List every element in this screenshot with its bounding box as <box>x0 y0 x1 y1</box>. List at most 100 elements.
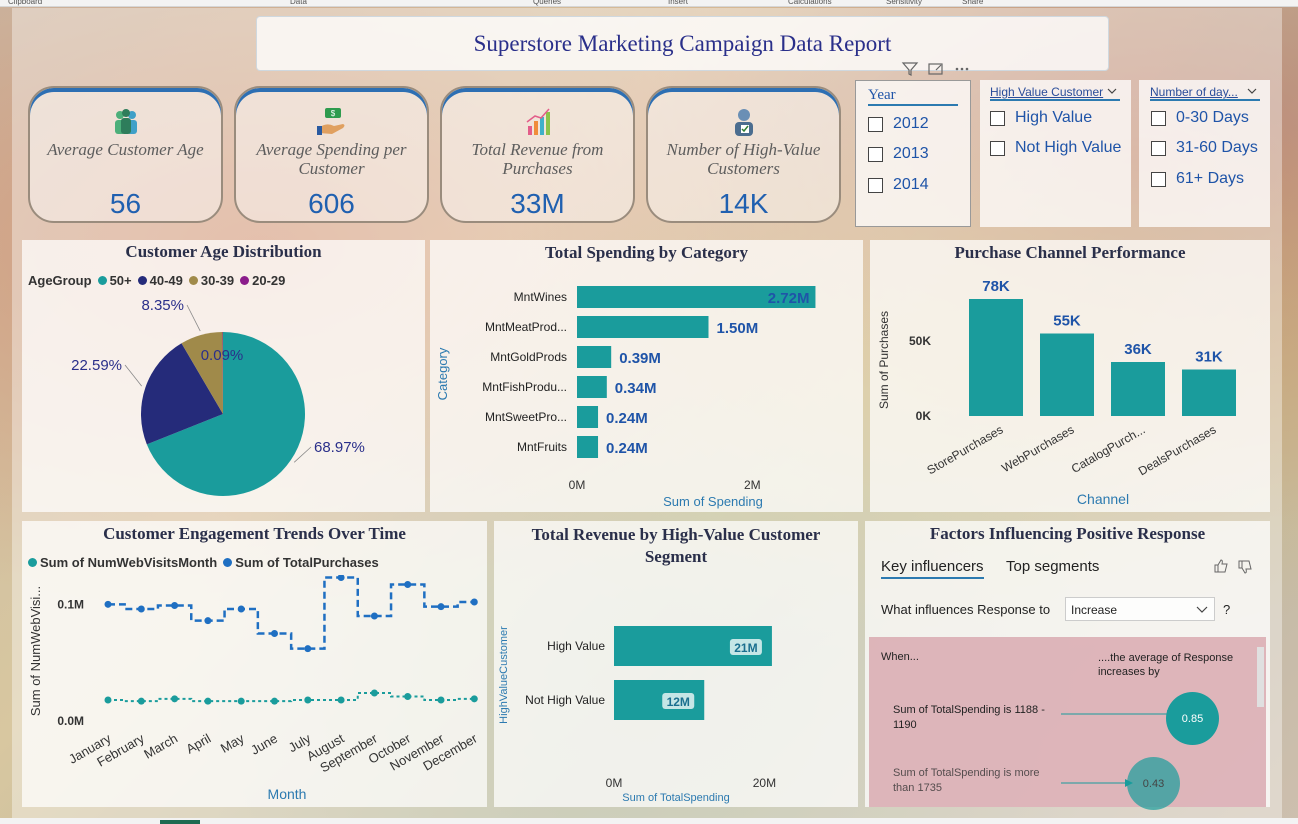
more-options-icon[interactable] <box>953 61 971 77</box>
category-bar[interactable] <box>577 346 612 368</box>
legend-item-total-purchases[interactable]: Sum of TotalPurchases <box>223 555 379 570</box>
data-point[interactable] <box>204 617 212 625</box>
influencer-row-2-value[interactable]: 0.43 <box>1127 757 1180 810</box>
channel-performance-panel[interactable]: Purchase Channel Performance 78K StorePur… <box>870 240 1270 512</box>
ribbon-sensitivity[interactable]: Sensitivity <box>886 0 923 6</box>
category-bar-chart[interactable]: MntWines 2.72M MntMeatProd... 1.50M MntGoldP… <box>430 270 863 510</box>
category-bar[interactable] <box>577 436 599 458</box>
channel-bar[interactable] <box>1111 362 1165 416</box>
data-point[interactable] <box>304 696 312 704</box>
data-point[interactable] <box>370 612 378 620</box>
kpi-card-avg-spending[interactable]: $ Average Spending per Customer 606 <box>234 86 429 223</box>
days-option-61plus[interactable]: 61+ Days <box>1151 170 1244 188</box>
influencer-row-1-text[interactable]: Sum of TotalSpending is 1188 - 1190 <box>893 704 1045 731</box>
high-value-slicer[interactable]: High Value Customer High Value Not High … <box>980 80 1131 227</box>
influencer-row-2-text[interactable]: Sum of TotalSpending is more than 1735 <box>893 767 1040 794</box>
legend-item-40-49[interactable]: 40-49 <box>137 273 183 288</box>
legend-item-web-visits[interactable]: Sum of NumWebVisitsMonth <box>28 555 217 570</box>
data-point[interactable] <box>404 581 412 588</box>
page-tab-indicator[interactable] <box>160 820 200 824</box>
data-point[interactable] <box>237 697 245 705</box>
ribbon-insert[interactable]: Insert <box>668 0 689 6</box>
kpi-card-high-value-customers[interactable]: Number of High-Value Customers 14K <box>646 86 841 223</box>
category-bar[interactable] <box>577 406 599 428</box>
help-icon[interactable]: ? <box>1223 602 1231 617</box>
data-point[interactable] <box>137 605 145 613</box>
checkbox[interactable] <box>1151 140 1166 156</box>
chevron-down-icon[interactable] <box>1247 87 1257 95</box>
legend-item-20-29[interactable]: 20-29 <box>240 273 285 288</box>
data-point[interactable] <box>337 575 345 581</box>
data-point[interactable] <box>437 603 445 611</box>
chevron-down-icon[interactable] <box>1107 87 1117 95</box>
segment-bar-chart[interactable]: High Value 21M Not High Value 12M 0M 20M Sum o… <box>494 567 858 807</box>
checkbox[interactable] <box>868 146 883 162</box>
high-value-option[interactable]: High Value <box>990 109 1092 127</box>
filter-icon[interactable] <box>901 61 919 77</box>
data-point[interactable] <box>304 645 312 653</box>
data-point[interactable] <box>237 605 245 613</box>
kpi-card-total-revenue[interactable]: Total Revenue from Purchases 33M <box>440 86 635 223</box>
age-pie-chart[interactable]: 68.97% 22.59% 8.35% 0.09% <box>22 292 425 517</box>
data-point[interactable] <box>271 630 278 637</box>
days-option-31-60[interactable]: 31-60 Days <box>1151 139 1258 157</box>
ribbon-share[interactable]: Share <box>962 0 984 6</box>
pie-slice[interactable] <box>141 343 223 445</box>
segment-revenue-panel[interactable]: Total Revenue by High-Value Customer Seg… <box>494 521 858 807</box>
data-point[interactable] <box>137 697 145 705</box>
category-bar[interactable] <box>577 316 709 338</box>
key-influencers-panel[interactable]: Factors Influencing Positive Response Ke… <box>865 521 1270 810</box>
ribbon-calculations[interactable]: Calculations <box>788 0 832 6</box>
data-point[interactable] <box>370 689 378 697</box>
tab-key-influencers[interactable]: Key influencers <box>881 558 984 579</box>
pie-slice[interactable] <box>181 332 223 414</box>
year-option-2014[interactable]: 2014 <box>868 176 929 194</box>
legend-item-30-39[interactable]: 30-39 <box>188 273 234 288</box>
scrollbar[interactable] <box>1257 647 1264 707</box>
focus-mode-icon[interactable] <box>927 61 945 77</box>
checkbox[interactable] <box>1151 171 1166 187</box>
ribbon-data[interactable]: Data <box>290 0 307 6</box>
thumbs-down-icon[interactable] <box>1237 559 1253 575</box>
days-option-0-30[interactable]: 0-30 Days <box>1151 109 1249 127</box>
category-bar[interactable] <box>577 286 816 308</box>
data-point[interactable] <box>437 696 445 704</box>
not-high-value-option[interactable]: Not High Value <box>990 139 1121 157</box>
response-dropdown[interactable]: Increase <box>1065 597 1215 621</box>
checkbox[interactable] <box>868 116 883 132</box>
checkbox[interactable] <box>990 140 1005 156</box>
channel-bar[interactable] <box>1182 369 1236 417</box>
ribbon-clipboard[interactable]: Clipboard <box>8 0 43 6</box>
checkbox[interactable] <box>1151 110 1166 126</box>
data-point[interactable] <box>404 693 412 700</box>
channel-bar[interactable] <box>1040 333 1094 417</box>
age-distribution-panel[interactable]: Customer Age Distribution AgeGroup 50+ 4… <box>22 240 425 512</box>
data-point[interactable] <box>204 697 212 705</box>
spending-category-panel[interactable]: Total Spending by Category MntWines 2.72M… <box>430 240 863 512</box>
data-point[interactable] <box>470 695 478 703</box>
tab-top-segments[interactable]: Top segments <box>1006 558 1100 575</box>
year-slicer[interactable]: Year 2012 2013 2014 <box>855 62 971 227</box>
engagement-trend-panel[interactable]: Customer Engagement Trends Over Time Sum… <box>22 521 487 807</box>
data-point[interactable] <box>171 695 179 703</box>
year-option-2012[interactable]: 2012 <box>868 115 929 133</box>
data-point[interactable] <box>171 602 179 609</box>
influencer-row-1-value[interactable]: 0.85 <box>1166 692 1219 745</box>
thumbs-up-icon[interactable] <box>1213 558 1229 574</box>
data-point[interactable] <box>470 598 478 606</box>
data-point[interactable] <box>104 600 112 608</box>
legend-item-50plus[interactable]: 50+ <box>97 273 132 288</box>
data-point[interactable] <box>337 696 345 704</box>
kpi-card-avg-age[interactable]: Average Customer Age 56 <box>28 86 223 223</box>
channel-bar[interactable] <box>969 299 1023 416</box>
ribbon-queries[interactable]: Queries <box>533 0 562 6</box>
days-slicer[interactable]: Number of day... 0-30 Days 31-60 Days 61… <box>1139 80 1270 227</box>
data-point[interactable] <box>104 696 112 704</box>
checkbox[interactable] <box>990 110 1005 126</box>
category-bar[interactable] <box>577 376 607 398</box>
channel-bar-chart[interactable]: 78K StorePurchases 55K WebPurchases 36K Catal… <box>870 270 1270 510</box>
data-point[interactable] <box>271 697 278 705</box>
influencer-list[interactable]: When... ....the average of Response incr… <box>869 637 1266 810</box>
pie-slice[interactable] <box>146 332 305 496</box>
